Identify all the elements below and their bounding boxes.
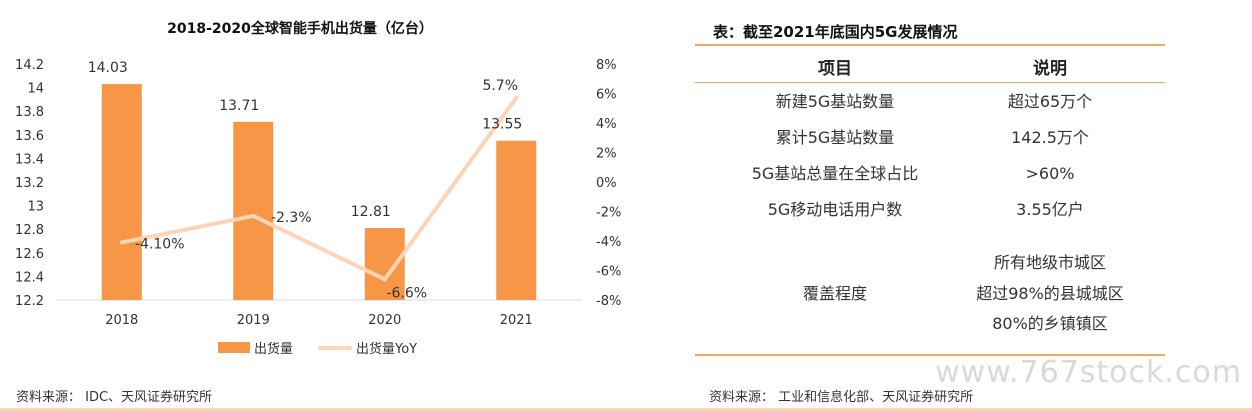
table-cell-item: 5G基站总量在全球占比: [751, 164, 919, 183]
yoy-data-label: -2.3%: [271, 210, 312, 226]
yoy-data-label: -6.6%: [386, 285, 427, 301]
x-tick-label: 2020: [368, 313, 401, 328]
yoy-data-label: -4.10%: [135, 236, 185, 252]
yoy-point: [251, 213, 256, 218]
y2-tick-label: 4%: [596, 117, 617, 132]
legend-item-shipments: 出货量: [218, 338, 293, 357]
table-cell-desc: 所有地级市城区: [993, 253, 1106, 272]
y2-tick-label: -4%: [596, 235, 621, 250]
y-tick-label: 12.6: [15, 247, 44, 262]
y-tick-label: 13.4: [15, 152, 44, 167]
legend-swatch-bar: [218, 342, 250, 353]
yoy-point: [514, 95, 519, 100]
bar: [233, 121, 274, 300]
table-cell-desc: 超过65万个: [1007, 92, 1093, 111]
y-tick-label: 13.2: [15, 176, 44, 191]
legend-label-yoy: 出货量YoY: [356, 342, 418, 357]
table-cell-item: 5G移动电话用户数: [767, 200, 903, 219]
bar-data-label: 14.03: [88, 60, 128, 76]
y2-tick-label: -8%: [596, 294, 621, 309]
yoy-line: [119, 95, 519, 282]
page-bottom-rule: [0, 408, 1252, 411]
x-tick-label: 2018: [105, 313, 138, 328]
table-source: 资料来源： 工业和信息化部、天风证券研究所: [709, 390, 974, 405]
y-tick-label: 13.6: [15, 129, 44, 144]
bar-data-label: 12.81: [351, 204, 391, 220]
table-panel: 表：截至2021年底国内5G发展情况 项目 说明 新建5G基站数量 超过65万个…: [695, 0, 1165, 411]
y-tick-label: 14.2: [15, 58, 44, 73]
bar: [496, 140, 537, 300]
watermark: www.767stock.com: [935, 355, 1242, 390]
y-tick-label: 14: [27, 82, 44, 97]
legend-label-shipments: 出货量: [254, 342, 294, 357]
x-tick-label: 2019: [237, 313, 270, 328]
y2-tick-label: -2%: [596, 206, 621, 221]
chart-panel: 2018-2020全球智能手机出货量（亿台） 12.2 12.4 12.6 12.8 1…: [0, 21, 640, 405]
shipments-chart: 12.2 12.4 12.6 12.8 13 13.2 13.4 13.6 13.8 14 14.2…: [15, 58, 621, 328]
table-header-desc: 说明: [1033, 59, 1067, 79]
y2-tick-label: 2%: [596, 147, 617, 162]
chart-source: 资料来源： IDC、天风证券研究所: [16, 390, 213, 405]
legend-swatch-line: [318, 345, 352, 350]
y2-tick-label: -6%: [596, 265, 621, 280]
yoy-point: [382, 277, 387, 282]
yoy-point: [119, 240, 124, 245]
table-cell-desc: >60%: [1025, 164, 1075, 183]
chart-title: 2018-2020全球智能手机出货量（亿台）: [167, 21, 433, 37]
x-tick-label: 2021: [500, 313, 533, 328]
table-top-rule: [695, 44, 1165, 46]
table-cell-item: 新建5G基站数量: [775, 92, 895, 111]
table-cell-desc: 超过98%的县城城区: [976, 284, 1124, 303]
y-tick-label: 12.8: [15, 223, 44, 238]
table-cell-item: 累计5G基站数量: [775, 128, 895, 147]
table-cell-item: 覆盖程度: [802, 284, 867, 303]
y-tick-label: 12.4: [15, 270, 44, 285]
table-bottom-rule: [695, 354, 1165, 356]
y2-tick-label: 6%: [596, 88, 617, 103]
legend-item-yoy: 出货量YoY: [318, 338, 417, 357]
table-cell-desc: 142.5万个: [1011, 128, 1089, 147]
table-title: 表：截至2021年底国内5G发展情况: [713, 23, 958, 41]
table-cell-desc: 3.55亿户: [1016, 200, 1084, 219]
yoy-data-label: 5.7%: [482, 78, 518, 94]
chart-legend: 出货量 出货量YoY: [0, 338, 640, 358]
y2-tick-label: 8%: [596, 58, 617, 73]
table-header-item: 项目: [818, 59, 852, 79]
y2-tick-label: 0%: [596, 176, 617, 191]
y-tick-label: 12.2: [15, 294, 44, 309]
bar-data-label: 13.55: [482, 117, 522, 133]
y-tick-label: 13: [27, 200, 44, 215]
bar-data-label: 13.71: [219, 98, 259, 114]
y-tick-label: 13.8: [15, 105, 44, 120]
bar: [101, 84, 142, 300]
table-cell-desc: 80%的乡镇镇区: [992, 314, 1108, 333]
table-header-rule: [695, 82, 1165, 83]
